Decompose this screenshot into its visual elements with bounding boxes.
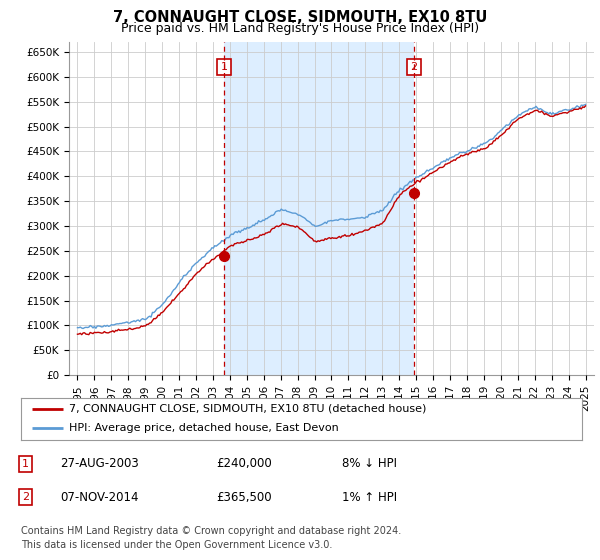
Text: 7, CONNAUGHT CLOSE, SIDMOUTH, EX10 8TU (detached house): 7, CONNAUGHT CLOSE, SIDMOUTH, EX10 8TU (… xyxy=(68,404,426,414)
Text: £365,500: £365,500 xyxy=(216,491,272,504)
Text: £240,000: £240,000 xyxy=(216,457,272,470)
Text: 07-NOV-2014: 07-NOV-2014 xyxy=(60,491,139,504)
Text: 1: 1 xyxy=(220,62,227,72)
Text: Price paid vs. HM Land Registry's House Price Index (HPI): Price paid vs. HM Land Registry's House … xyxy=(121,22,479,35)
Text: 2: 2 xyxy=(410,62,417,72)
Text: 8% ↓ HPI: 8% ↓ HPI xyxy=(342,457,397,470)
Text: 1: 1 xyxy=(22,459,29,469)
Text: 7, CONNAUGHT CLOSE, SIDMOUTH, EX10 8TU: 7, CONNAUGHT CLOSE, SIDMOUTH, EX10 8TU xyxy=(113,10,487,25)
Text: 27-AUG-2003: 27-AUG-2003 xyxy=(60,457,139,470)
Text: HPI: Average price, detached house, East Devon: HPI: Average price, detached house, East… xyxy=(68,423,338,433)
Bar xyxy=(224,42,413,375)
Text: 1% ↑ HPI: 1% ↑ HPI xyxy=(342,491,397,504)
Text: 2: 2 xyxy=(22,492,29,502)
Text: Contains HM Land Registry data © Crown copyright and database right 2024.
This d: Contains HM Land Registry data © Crown c… xyxy=(21,526,401,550)
